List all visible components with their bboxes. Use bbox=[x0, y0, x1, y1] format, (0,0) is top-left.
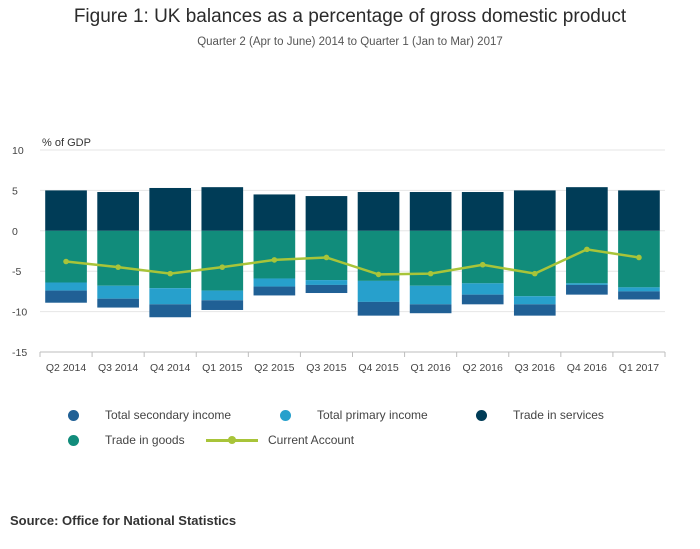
legend-item-trade-services: Trade in services bbox=[476, 408, 604, 422]
y-tick-label: 5 bbox=[12, 185, 18, 197]
source-note: Source: Office for National Statistics bbox=[10, 513, 237, 528]
legend-swatch bbox=[68, 409, 79, 421]
legend-line-swatch bbox=[206, 436, 258, 444]
y-axis-label: % of GDP bbox=[42, 137, 91, 149]
chart-title: Figure 1: UK balances as a percentage of… bbox=[73, 6, 627, 27]
current-account-point bbox=[167, 270, 174, 277]
x-tick-label: Q3 2014 bbox=[98, 362, 138, 374]
bar-total-primary-income bbox=[97, 285, 139, 299]
bar-trade-in-services bbox=[45, 190, 87, 231]
bar-total-secondary-income bbox=[305, 284, 348, 294]
bar-total-secondary-income bbox=[97, 298, 139, 308]
bar-total-secondary-income bbox=[566, 284, 608, 295]
bar-trade-in-services bbox=[461, 192, 504, 231]
bar-trade-in-services bbox=[253, 194, 296, 231]
bar-trade-in-services bbox=[305, 196, 348, 231]
legend-label: Total primary income bbox=[317, 408, 428, 422]
bar-total-primary-income bbox=[45, 282, 87, 291]
current-account-point bbox=[427, 270, 434, 277]
bar-total-secondary-income bbox=[618, 291, 660, 300]
bar-trade-in-services bbox=[201, 187, 244, 231]
x-tick-label: Q1 2016 bbox=[410, 362, 450, 374]
legend-label: Trade in services bbox=[513, 408, 604, 422]
legend-label: Current Account bbox=[268, 433, 355, 447]
bar-total-primary-income bbox=[305, 280, 348, 285]
current-account-point bbox=[375, 271, 382, 278]
legend-swatch bbox=[476, 409, 487, 421]
current-account-point bbox=[531, 270, 538, 277]
bar-total-primary-income bbox=[409, 285, 452, 305]
bar-trade-in-goods bbox=[513, 230, 556, 297]
bar-trade-in-services bbox=[149, 187, 192, 231]
current-account-point bbox=[271, 257, 278, 263]
x-tick-label: Q1 2017 bbox=[619, 362, 659, 374]
bar-total-secondary-income bbox=[513, 304, 556, 316]
bar-trade-in-services bbox=[566, 187, 608, 231]
bar-trade-in-services bbox=[409, 192, 452, 231]
bar-total-primary-income bbox=[149, 288, 192, 305]
bar-trade-in-goods bbox=[97, 230, 139, 286]
bar-total-primary-income bbox=[357, 280, 400, 302]
bar-trade-in-services bbox=[97, 192, 139, 231]
bar-total-primary-income bbox=[566, 283, 608, 285]
current-account-point bbox=[323, 254, 330, 261]
bar-trade-in-goods bbox=[409, 230, 452, 286]
bar-trade-in-goods bbox=[45, 230, 87, 283]
x-tick-label: Q3 2015 bbox=[306, 362, 346, 374]
bar-total-secondary-income bbox=[357, 301, 400, 316]
current-account-point bbox=[219, 264, 226, 270]
bar-total-primary-income bbox=[253, 278, 296, 287]
current-account-line bbox=[65, 248, 640, 276]
y-tick-label: -15 bbox=[12, 347, 27, 359]
chart-subtitle: Quarter 2 (Apr to June) 2014 to Quarter … bbox=[197, 36, 503, 48]
bar-trade-in-services bbox=[357, 192, 400, 231]
bar-trade-in-goods bbox=[149, 230, 192, 289]
x-tick-label: Q2 2014 bbox=[46, 362, 86, 374]
y-tick-label: 0 bbox=[12, 226, 18, 238]
legend-swatch bbox=[280, 409, 291, 421]
x-tick-label: Q4 2015 bbox=[358, 362, 398, 374]
y-tick-label: -5 bbox=[12, 266, 21, 278]
current-account-point bbox=[115, 264, 121, 270]
legend-swatch bbox=[68, 434, 79, 446]
current-account-point bbox=[479, 261, 486, 268]
x-tick-label: Q3 2016 bbox=[515, 362, 555, 374]
legend-item-current-account: Current Account bbox=[206, 433, 354, 447]
bar-trade-in-goods bbox=[461, 230, 504, 284]
bar-total-secondary-income bbox=[201, 300, 244, 310]
bar-total-secondary-income bbox=[45, 290, 87, 303]
x-tick-label: Q1 2015 bbox=[202, 362, 242, 374]
bar-total-primary-income bbox=[461, 283, 504, 295]
bar-trade-in-goods bbox=[253, 230, 296, 279]
y-tick-label: -10 bbox=[12, 307, 27, 319]
legend-label: Total secondary income bbox=[105, 408, 232, 422]
x-tick-label: Q2 2015 bbox=[254, 362, 294, 374]
bar-total-primary-income bbox=[513, 296, 556, 305]
bar-trade-in-services bbox=[618, 190, 660, 231]
legend-item-trade-goods: Trade in goods bbox=[68, 433, 185, 447]
legend-item-secondary-income: Total secondary income bbox=[68, 408, 231, 422]
bar-total-secondary-income bbox=[149, 304, 192, 318]
x-tick-label: Q4 2014 bbox=[150, 362, 190, 374]
chart-legend: Total secondary income Total primary inc… bbox=[0, 400, 700, 460]
x-tick-label: Q2 2016 bbox=[463, 362, 503, 374]
current-account-point bbox=[63, 258, 69, 265]
bar-total-secondary-income bbox=[253, 286, 296, 296]
x-tick-label: Q4 2016 bbox=[567, 362, 607, 374]
bar-trade-in-goods bbox=[201, 230, 244, 291]
bar-total-secondary-income bbox=[409, 304, 452, 314]
bar-trade-in-services bbox=[513, 190, 556, 231]
y-tick-label: 10 bbox=[12, 145, 24, 157]
legend-label: Trade in goods bbox=[105, 433, 185, 447]
current-account-point bbox=[584, 246, 590, 253]
bar-total-primary-income bbox=[201, 290, 244, 301]
bar-total-secondary-income bbox=[461, 294, 504, 305]
bar-total-primary-income bbox=[618, 287, 660, 292]
legend-item-primary-income: Total primary income bbox=[280, 408, 428, 422]
current-account-point bbox=[636, 254, 642, 261]
